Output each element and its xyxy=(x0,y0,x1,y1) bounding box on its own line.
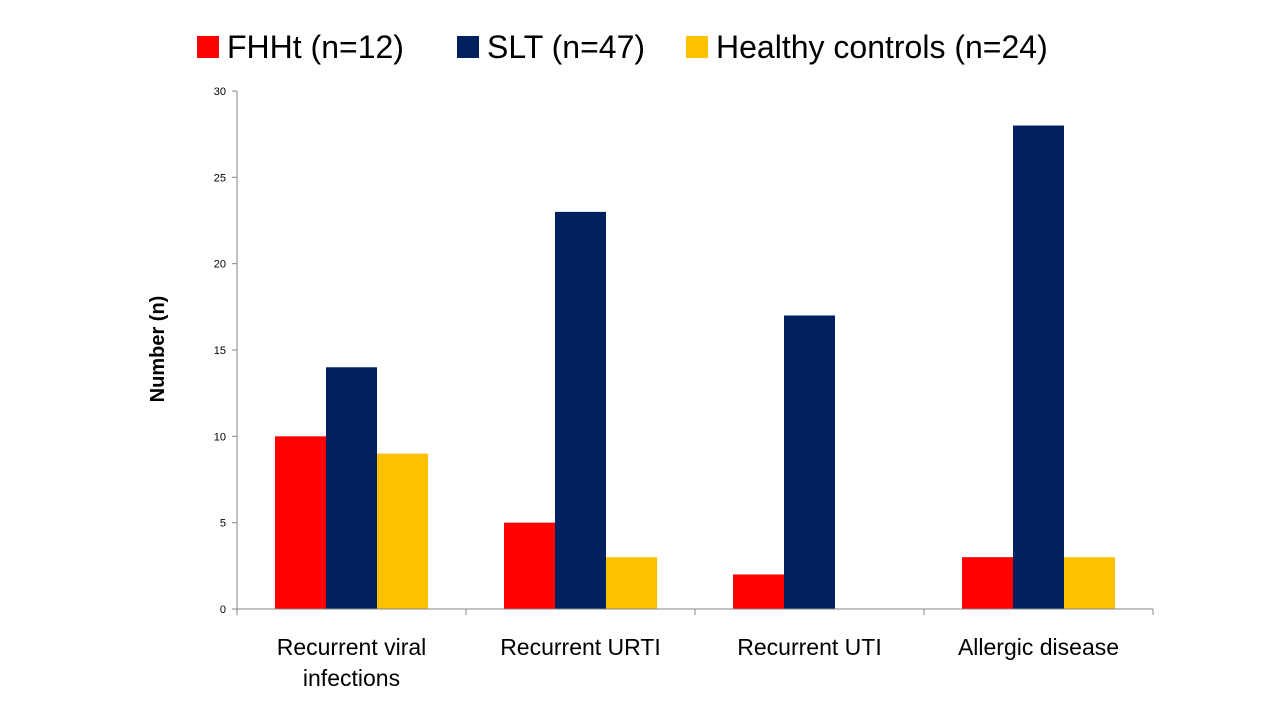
bar xyxy=(326,367,377,609)
x-tick-label-line: Allergic disease xyxy=(958,634,1119,660)
bar xyxy=(377,453,428,609)
legend-label: Healthy controls (n=24) xyxy=(716,29,1048,65)
y-tick-label: 10 xyxy=(214,431,226,443)
legend-label: SLT (n=47) xyxy=(487,29,645,65)
x-tick-label: Recurrent URTI xyxy=(500,634,661,660)
x-axis: Recurrent viral infections Recurrent URTI R… xyxy=(236,608,1154,691)
x-tick-label-line: Recurrent URTI xyxy=(500,634,661,660)
y-tick-label: 30 xyxy=(214,86,226,98)
legend-swatch xyxy=(457,36,479,58)
y-tick-label: 20 xyxy=(214,259,226,271)
bar xyxy=(1013,125,1064,610)
x-tick-label: Allergic disease xyxy=(958,634,1119,660)
y-tick-label: 5 xyxy=(220,518,226,530)
legend-label: FHHt (n=12) xyxy=(227,29,404,65)
legend-swatch xyxy=(197,36,219,58)
y-tick-label: 25 xyxy=(214,172,226,184)
y-tick-label: 15 xyxy=(214,345,226,357)
x-tick-label: Recurrent viral infections xyxy=(277,634,427,691)
legend: FHHt (n=12) SLT (n=47) Healthy controls (n… xyxy=(197,29,1048,65)
bar xyxy=(733,574,784,609)
x-tick-label: Recurrent UTI xyxy=(737,634,881,660)
y-axis-label: Number (n) xyxy=(147,296,169,403)
y-axis: 0 5 10 15 20 25 30 xyxy=(214,86,238,616)
x-tick-label-line: Recurrent viral xyxy=(277,634,427,660)
bars xyxy=(275,125,1115,610)
x-tick-label-line: infections xyxy=(303,665,400,691)
bar xyxy=(606,557,657,609)
bar xyxy=(275,436,326,609)
bar xyxy=(962,557,1013,609)
x-tick-label-line: Recurrent UTI xyxy=(737,634,881,660)
bar xyxy=(555,211,606,609)
bar xyxy=(784,315,835,609)
bar xyxy=(1064,557,1115,609)
y-tick-label: 0 xyxy=(220,604,226,616)
bar xyxy=(504,522,555,609)
legend-swatch xyxy=(686,36,708,58)
